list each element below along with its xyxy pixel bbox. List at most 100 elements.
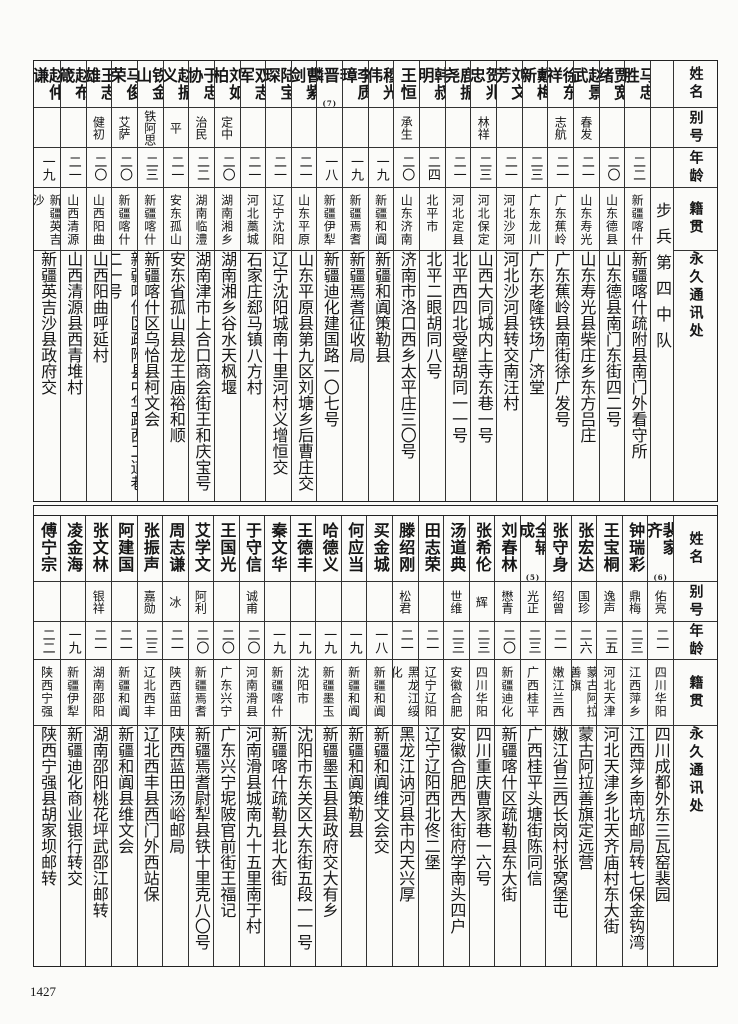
- person-origin: 山东济南: [399, 194, 414, 246]
- person-origin-cell: 嫩江兰西: [546, 660, 571, 726]
- person-name-cell: 曹紫剑: [291, 61, 317, 108]
- person-alias: 艾萨: [117, 115, 132, 140]
- person-address-cell: 山东平原县第九区刘塘乡后曹庄交: [292, 251, 317, 501]
- person-origin-cell: 湖南邵阳: [86, 660, 111, 726]
- person-age-cell: 二一: [392, 622, 418, 660]
- person-age-cell: 二〇: [214, 148, 240, 188]
- person-alias: 辉: [474, 595, 489, 608]
- person-column: 艾学文 阿利 二〇 新疆焉耆 新疆焉耆尉犁县铁十里克八〇号: [187, 516, 214, 966]
- person-name-cell: 赵布箴: [60, 61, 86, 108]
- person-address: 新疆迪化建国路一〇七号: [320, 251, 340, 427]
- person-alias-cell: 嘉勋: [137, 582, 163, 622]
- person-alias: 国珍: [576, 589, 591, 614]
- person-alias: 治民: [194, 115, 209, 140]
- person-name: 张希伦: [472, 522, 492, 573]
- person-alias-cell: [265, 582, 290, 622]
- person-name-cell: 王国光: [214, 516, 239, 582]
- person-name-cell: 张守身: [546, 516, 571, 582]
- person-age: 二三: [527, 154, 543, 181]
- person-origin-cell: 河北保定: [471, 188, 497, 251]
- person-age: 二一: [296, 154, 312, 181]
- person-origin: 山西清源: [65, 194, 80, 246]
- person-origin: 新疆焉耆: [347, 194, 362, 246]
- person-alias-cell: 诚甫: [239, 582, 265, 622]
- person-origin-cell: 山东德县: [599, 188, 625, 251]
- person-name: 买金城: [370, 522, 390, 573]
- person-age-cell: 二〇: [86, 148, 112, 188]
- person-alias-cell: 冰: [163, 582, 188, 622]
- header-alias-label: 别号: [687, 109, 704, 146]
- person-age-cell: 一九: [34, 148, 60, 188]
- person-address: 新疆和阗县维文会: [115, 726, 135, 854]
- person-column: 马俊荣艾萨二〇新疆喀什新疆喀什区疏附县中华路西二道巷二一号: [111, 61, 137, 501]
- person-origin: 新疆迪化: [499, 666, 514, 718]
- person-address-cell: 沈阳市东关区大东街五段一一号: [291, 726, 316, 966]
- person-origin: 辽宁沈阳: [270, 194, 285, 246]
- person-name-cell: 张宏达: [571, 516, 597, 582]
- roster-table-top: 姓名 别号 年龄 籍贯 永久通讯处 步兵第四中队 马忠胜 二二 新疆喀什 新疆喀什疏附县南门外看守…: [33, 60, 718, 502]
- person-alias-cell: 平: [163, 108, 189, 148]
- person-name: 王宝桐: [600, 522, 620, 573]
- person-column: 张文林 银祥 二一 湖南邵阳 湖南邵阳桃花坪武邵江邮转: [85, 516, 111, 966]
- person-age: 一八: [372, 627, 388, 654]
- person-address: 辽北西丰县西门外西站保: [140, 726, 160, 902]
- person-column: 全辅成 (5) 光正 二三 广西桂平 广西桂平头塘街陈同信: [519, 516, 546, 966]
- person-origin: 湖南临澧: [194, 194, 209, 246]
- person-alias-cell: 逸声: [597, 582, 622, 622]
- person-origin-cell: 新疆喀什: [625, 188, 650, 251]
- unit-empty-cell: [651, 61, 673, 108]
- person-name: 钟瑞彩: [626, 522, 646, 573]
- person-age-cell: 一九: [316, 622, 341, 660]
- person-age-cell: 二一: [574, 148, 599, 188]
- person-alias-cell: 健初: [86, 108, 112, 148]
- person-address-cell: 黑龙江讷河县市内天兴厚: [393, 726, 418, 966]
- person-origin-cell: 安徽合肥: [444, 660, 469, 726]
- person-address: 黑龙江讷河县市内天兴厚: [396, 726, 416, 902]
- person-column: 王志雄 健初 二〇 山西阳曲 山西阳曲呼延村: [85, 61, 112, 501]
- person-age: 一九: [373, 154, 389, 181]
- person-address: 北平二眼胡同八号: [423, 251, 443, 379]
- person-origin-cell: 山东寿光: [574, 188, 599, 251]
- person-name: 全辅成: [520, 522, 546, 556]
- person-origin: 山东德县: [604, 194, 619, 246]
- person-address: 广东老隆铁场广济堂: [526, 251, 546, 395]
- person-origin: 湖南湘乡: [219, 194, 234, 246]
- person-column: 鹿振尧 二一 河北定县 北平西四北受壁胡同一一号: [444, 61, 471, 501]
- person-address: 山西大同城内上寺东巷一号: [474, 251, 494, 443]
- person-alias-cell: 林祥: [471, 108, 497, 148]
- person-name-cell: 滕绍刚: [392, 516, 418, 582]
- person-origin-cell: 新疆喀什: [112, 188, 137, 251]
- person-name: 陆宝琛: [266, 67, 291, 101]
- person-address-cell: 新疆迪化建国路一〇七号: [317, 251, 342, 501]
- person-column: 田志荣 二一 辽宁辽阳 辽宁辽阳西北佟二堡: [417, 516, 444, 966]
- person-address: 四川成都外东三瓦窑裴园: [651, 726, 671, 902]
- person-age-cell: 二一: [548, 148, 574, 188]
- person-name-cell: 刘春林: [495, 516, 520, 582]
- person-column: 凌金海 一九 新疆伊犁 新疆迪化商业银行转交: [59, 516, 86, 966]
- person-column: 双志军 二一 河北藁城 石家庄郄马镇八方村: [239, 61, 266, 501]
- person-address: 湖南湘乡谷水天枫堰: [218, 251, 238, 395]
- person-origin-cell: 新疆焉耆: [343, 188, 368, 251]
- person-address: 新疆焉耆征收局: [346, 251, 366, 363]
- person-alias-cell: [368, 108, 394, 148]
- person-age: 二〇: [604, 154, 620, 181]
- person-column: 刘文芳 二一 河北沙河 河北沙河县转交南汪村: [496, 61, 522, 501]
- person-age-cell: 二一: [291, 148, 317, 188]
- person-age-cell: 二〇: [239, 622, 265, 660]
- person-age-cell: 二〇: [188, 622, 214, 660]
- person-address-cell: 安东省孤山县龙王庙裕和顺: [164, 251, 189, 501]
- person-age: 二一: [551, 627, 567, 654]
- person-address-cell: 江西萍乡南坑邮局转七保金钩湾: [623, 726, 648, 966]
- person-address-cell: 辽北西丰县西门外西站保: [138, 726, 163, 966]
- header-age-label: 年龄: [687, 622, 704, 659]
- person-address-cell: 辽宁沈阳城南十里河村义增恒交: [266, 251, 291, 501]
- person-name: 张宏达: [575, 522, 595, 573]
- person-name-cell: 王宝桐: [597, 516, 622, 582]
- person-address-cell: 新疆喀什区疏勒县东大街: [495, 726, 520, 966]
- person-age-cell: 一九: [368, 148, 394, 188]
- person-age: 二一: [65, 154, 81, 181]
- person-age-cell: 二一: [418, 622, 444, 660]
- person-column: 刘春林 懋青 二〇 新疆迪化 新疆喀什区疏勒县东大街: [494, 516, 520, 966]
- person-name-cell: 何应当: [341, 516, 367, 582]
- person-name-cell: 陆宝琛: [266, 61, 291, 108]
